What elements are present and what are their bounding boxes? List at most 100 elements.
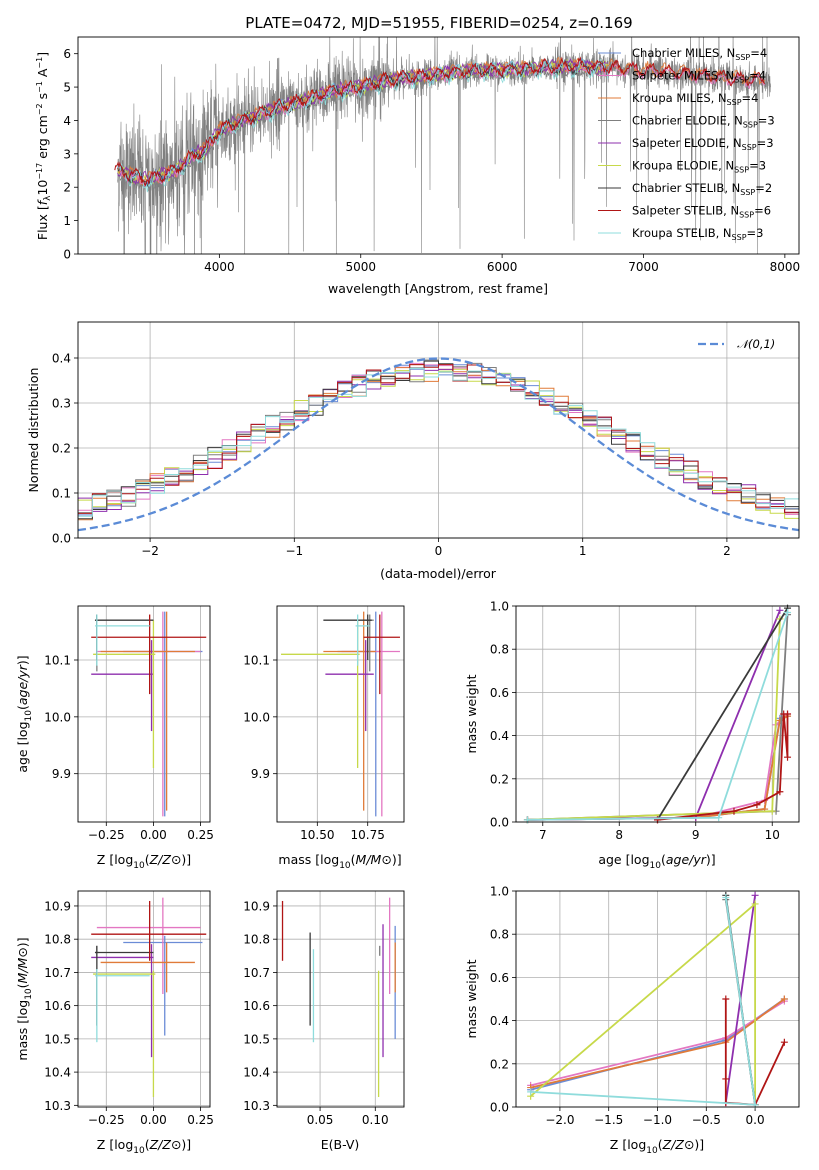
label-part: =3	[758, 114, 775, 128]
label-part: Kroupa MILES, N	[632, 91, 727, 105]
label-part: SSP	[727, 98, 742, 107]
x-tick-label: 0.25	[187, 1113, 214, 1127]
label-part: M/M⊙	[15, 947, 30, 983]
axis-label: mass [log10(M/M⊙)]	[278, 852, 401, 871]
weight-series-marker	[776, 606, 784, 614]
label-part: =4	[750, 46, 767, 60]
normal-distribution-curve	[78, 357, 799, 532]
y-axis-label: Flux [fλ10−17 erg cm−2 s−1 A−1]	[35, 52, 53, 240]
model-spectrum-line	[117, 57, 609, 193]
label-part: −17	[35, 163, 44, 180]
axis-label: Z [log10(Z/Z⊙)]	[97, 1137, 191, 1156]
label-part: 10	[646, 1146, 658, 1156]
label-part: 10	[133, 861, 145, 871]
x-tick-label: 7000	[628, 260, 659, 274]
x-axis-label: (data-model)/error	[380, 566, 497, 581]
label-part: Z/Z⊙	[662, 1137, 695, 1152]
label-part: (	[145, 1137, 150, 1152]
x-tick-label: 0.00	[140, 1113, 167, 1127]
x-tick-label: 10	[765, 828, 780, 842]
y-tick-label: 0.6	[490, 686, 509, 700]
weight-series-line	[656, 607, 789, 821]
y-tick-label: 2	[63, 181, 71, 195]
label-part: age [log	[598, 852, 649, 867]
residual-histogram-step	[78, 367, 799, 538]
label-part: )]	[181, 852, 191, 867]
x-tick-label: −2.0	[545, 1113, 574, 1127]
axes-frame	[77, 36, 800, 255]
label-part: −1	[35, 81, 44, 93]
label-part: )]	[15, 655, 30, 665]
weight-series-marker	[776, 788, 784, 796]
y-tick-label: 9.9	[52, 767, 71, 781]
y-tick-label: 0.6	[490, 971, 509, 985]
label-part: 10	[339, 861, 351, 871]
legend-label: 𝒩(0,1)	[737, 337, 775, 351]
label-part: 10	[133, 1146, 145, 1156]
label-part: )]	[181, 1137, 191, 1152]
x-tick-label: 2	[723, 544, 731, 558]
axes-frame	[276, 605, 405, 823]
y-tick-label: 0.0	[52, 532, 71, 546]
weight-series-marker	[751, 900, 759, 908]
weight-series-marker	[722, 995, 730, 1003]
mass-vs-metallicity-panel: −0.25 0.00 0.25 10.3 10.4 10.5 10.6 10.7 10.8 10.…	[15, 890, 214, 1156]
y-axis-label: mass weight	[464, 959, 479, 1038]
label-part: −2	[35, 103, 44, 115]
x-tick-label: −1	[285, 544, 303, 558]
label-part: Kroupa STELIB, N	[632, 226, 732, 240]
label-part: =4	[742, 91, 759, 105]
y-tick-label: 0.2	[490, 1057, 509, 1071]
y-tick-label: 1	[63, 214, 71, 228]
axis-label: age [log10(age/yr)]	[15, 655, 34, 772]
legend-label: Salpeter STELIB, NSSP=6	[632, 204, 771, 220]
y-tick-label: 0.2	[52, 442, 71, 456]
label-part: SSP	[732, 233, 747, 242]
label-part: ]	[35, 52, 50, 57]
x-axis-label: E(B-V)	[321, 1137, 360, 1152]
label-part: (	[351, 852, 356, 867]
y-tick-label: 10.0	[44, 710, 71, 724]
label-part: Z/Z⊙	[149, 852, 182, 867]
y-tick-label: 3	[63, 147, 71, 161]
label-part: age/yr	[666, 852, 707, 867]
residual-histogram-panel: −2 −1 0 1 2 0.0 0.1 0.2 0.3 0.4 𝒩(0,1) (data-model)…	[26, 321, 800, 581]
legend-label: Salpeter MILES, NSSP=4	[632, 69, 766, 85]
y-tick-label: 10.1	[44, 654, 71, 668]
label-part: 10	[35, 180, 50, 196]
y-axis-label: Normed distribution	[26, 368, 41, 493]
axes-frame	[77, 321, 800, 539]
label-part: SSP	[734, 76, 749, 85]
weight-series-marker	[768, 807, 776, 815]
weight-series-line	[527, 612, 789, 821]
y-tick-label: 10.6	[44, 999, 71, 1013]
label-part: =3	[747, 226, 764, 240]
axes-frame	[276, 890, 405, 1108]
label-part: A	[35, 68, 50, 81]
label-part: −1	[35, 57, 44, 69]
label-part: mass [log	[15, 1000, 30, 1061]
y-tick-label: 10.9	[243, 899, 270, 913]
y-tick-label: 1.0	[490, 600, 509, 614]
x-tick-label: 10.50	[300, 828, 334, 842]
label-part: Chabrier ELODIE, N	[632, 114, 743, 128]
x-tick-label: −0.5	[692, 1113, 721, 1127]
x-tick-label: 9	[692, 828, 700, 842]
y-tick-label: 0.3	[52, 397, 71, 411]
y-tick-label: 10.0	[243, 710, 270, 724]
x-tick-label: −0.25	[88, 1113, 125, 1127]
label-part: 10	[24, 710, 34, 722]
label-part: )]	[15, 937, 30, 947]
y-tick-label: 10.6	[243, 999, 270, 1013]
y-tick-label: 6	[63, 47, 71, 61]
y-tick-label: 0.0	[490, 1101, 509, 1115]
axes-frame	[515, 890, 800, 1108]
weight-series-marker	[780, 995, 788, 1003]
label-part: age/yr	[15, 664, 30, 705]
label-part: 10	[650, 861, 662, 871]
label-part: mass [log	[278, 852, 339, 867]
x-tick-label: 6000	[487, 260, 518, 274]
x-axis-label: wavelength [Angstrom, rest frame]	[328, 281, 548, 296]
model-spectrum-line	[114, 56, 765, 187]
